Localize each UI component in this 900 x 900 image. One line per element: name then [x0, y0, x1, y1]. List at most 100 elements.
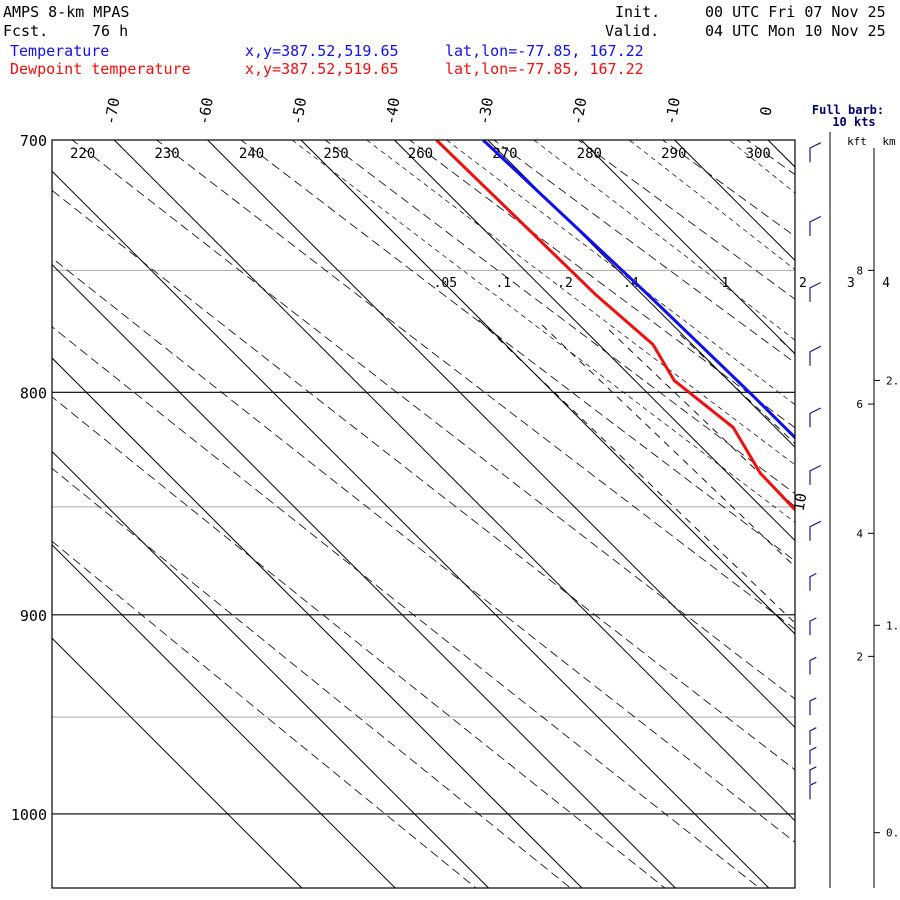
isentrope-label: 240 [239, 146, 264, 162]
mixing-ratio-line [679, 334, 795, 445]
isotherm-label: -70 [101, 96, 123, 126]
isotherm-label: 0 [756, 105, 775, 117]
moist-adiabat-line [890, 113, 900, 879]
isotherm-label: -30 [475, 96, 497, 126]
isotherm-label: -40 [381, 96, 403, 126]
isotherm-label: -20 [568, 96, 590, 126]
isentrope-label: 220 [70, 146, 95, 162]
isotherm-line [52, 450, 489, 888]
isotherm-label: -60 [194, 96, 216, 126]
mixing-ratio-line [541, 324, 795, 568]
pressure-label: 900 [20, 607, 47, 625]
isotherm-line [113, 140, 795, 822]
wind-barb [809, 781, 817, 800]
isotherm-line [52, 357, 583, 888]
mixing-ratio-line [478, 319, 795, 624]
init-time: 00 UTC Fri 07 Nov 25 [705, 3, 886, 21]
moist-adiabat-line [533, 140, 795, 341]
mixing-ratio-label: 1 [721, 276, 729, 291]
dry-adiabat-line [52, 326, 760, 888]
isentrope-label: 270 [492, 146, 517, 162]
forecast-hours: 76 h [92, 22, 129, 40]
isotherm-line [52, 170, 770, 888]
wind-barb [809, 617, 817, 636]
isotherm-line [52, 263, 676, 888]
wind-barb [809, 697, 817, 715]
dewpoint-line [435, 140, 795, 512]
wind-barb [809, 727, 817, 745]
isotherm-line [674, 140, 795, 262]
legend-temperature-xy: x,y=387.52,519.65 [245, 42, 399, 60]
kft-tick-label: 6 [856, 398, 863, 411]
mixing-ratio-label: 3 [847, 276, 855, 291]
kft-axis-label: kft [847, 135, 867, 148]
isotherm-line [52, 544, 396, 888]
mixing-ratio-label: 4 [882, 276, 890, 291]
dry-adiabat-line [324, 140, 795, 495]
wind-barb [809, 766, 817, 784]
mixing-ratio-label: .1 [495, 276, 511, 291]
dry-adiabat-line [240, 140, 795, 562]
mixing-ratio-label: .4 [623, 276, 639, 291]
pressure-label: 1000 [11, 806, 47, 824]
mixing-ratio-line [608, 329, 795, 508]
dry-adiabat-line [493, 140, 795, 364]
isotherm-label: -50 [288, 96, 310, 126]
isotherm-label: -10 [661, 96, 683, 126]
dry-adiabat-line [52, 540, 477, 888]
kft-tick-label: 4 [856, 527, 863, 540]
isotherm-line [394, 140, 795, 542]
wind-barb [809, 572, 817, 591]
legend-dewpoint-name: Dewpoint temperature [10, 60, 191, 78]
dry-adiabat-line [52, 189, 795, 771]
mixing-ratio-label: .05 [434, 276, 457, 291]
isentrope-label: 260 [408, 146, 433, 162]
barb-legend-title: Full barb: [812, 103, 884, 117]
isotherm-line [487, 140, 795, 448]
wind-barb [809, 215, 822, 236]
mixing-ratio-label: 2 [799, 276, 807, 291]
moist-adiabat-line [445, 140, 795, 406]
valid-time: 04 UTC Mon 10 Nov 25 [705, 22, 886, 40]
wind-barb [809, 345, 822, 366]
legend-dewpoint-latlon: lat,lon=-77.85, 167.22 [445, 60, 644, 78]
wind-barb [809, 281, 822, 302]
isotherm-line [580, 140, 795, 355]
km-tick-label: 0. [886, 827, 899, 840]
wind-barb [809, 407, 822, 428]
pressure-label: 700 [20, 132, 47, 150]
plot-frame [51, 139, 796, 889]
moist-adiabat-line [795, 113, 900, 879]
wind-barb [809, 520, 822, 541]
km-tick-label: 2. [886, 374, 899, 387]
temperature-line [482, 140, 795, 440]
isotherm-line [767, 140, 795, 168]
kft-tick-label: 8 [856, 264, 863, 277]
isotherm-line [207, 140, 795, 729]
isentrope-label: 230 [154, 146, 179, 162]
wind-barb [809, 464, 822, 485]
kft-tick-label: 2 [856, 650, 863, 663]
dry-adiabat-line [409, 140, 795, 429]
dry-adiabat-line [155, 140, 795, 630]
wind-barb [809, 656, 817, 675]
isentrope-label: 290 [661, 146, 686, 162]
isentrope-label: 280 [577, 146, 602, 162]
isotherm-line [861, 140, 900, 888]
valid-label: Valid. [605, 22, 660, 40]
pressure-label: 800 [20, 384, 47, 402]
dry-adiabat-line [52, 257, 795, 843]
dry-adiabat-line [52, 467, 571, 888]
mixing-ratio-label: .2 [557, 276, 573, 291]
wind-barb [809, 142, 822, 163]
dry-adiabat-line [71, 140, 795, 700]
init-label: Init. [615, 3, 661, 21]
isotherm-line [52, 637, 303, 888]
wind-barb [809, 746, 817, 765]
dry-adiabat-line [577, 140, 795, 300]
dry-adiabat-line [52, 396, 666, 888]
model-title: AMPS 8-km MPAS [3, 3, 130, 21]
moist-adiabat-line [628, 140, 795, 271]
isentrope-label: 300 [746, 146, 771, 162]
